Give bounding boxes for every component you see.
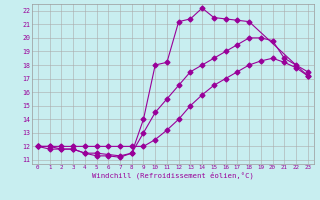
X-axis label: Windchill (Refroidissement éolien,°C): Windchill (Refroidissement éolien,°C) xyxy=(92,172,254,179)
